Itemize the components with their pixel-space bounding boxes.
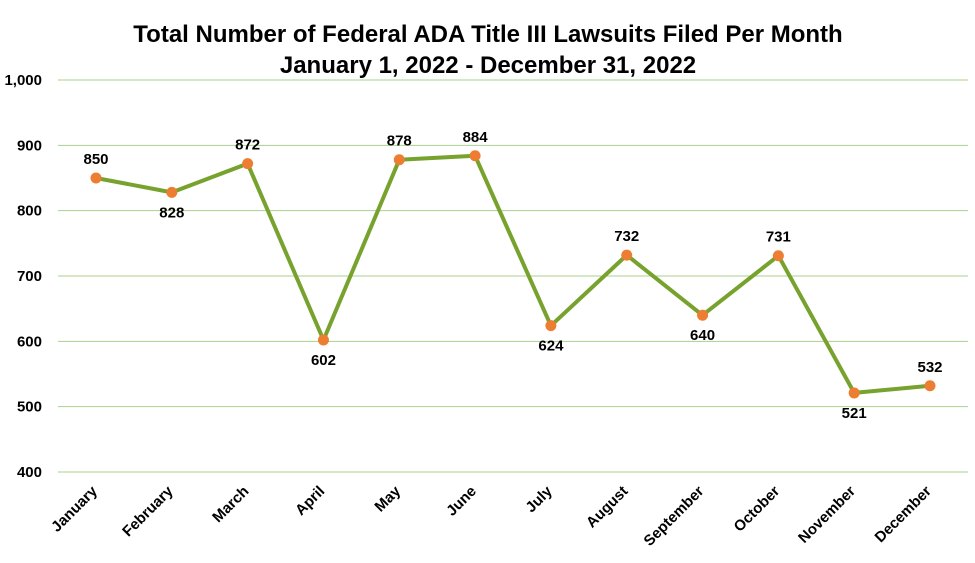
x-tick-label: March (209, 483, 252, 526)
data-label: 624 (538, 338, 564, 355)
x-tick-label: April (292, 483, 328, 519)
y-tick-label: 600 (17, 333, 42, 350)
data-label: 850 (83, 151, 108, 168)
y-tick-label: 700 (17, 268, 42, 285)
x-tick-label: July (522, 482, 556, 516)
x-tick-label: October (731, 483, 784, 536)
y-axis: 400 500 600 700 800 900 1,000 (4, 72, 42, 481)
data-label: 602 (311, 352, 336, 369)
x-tick-label: June (443, 483, 480, 520)
data-label: 732 (614, 228, 639, 245)
data-point (545, 320, 557, 332)
data-label: 828 (159, 204, 184, 221)
x-tick-label: February (119, 482, 177, 540)
y-tick-label: 800 (17, 203, 42, 220)
data-point (166, 186, 178, 198)
data-point (924, 380, 936, 392)
y-tick-label: 900 (17, 137, 42, 154)
data-label: 532 (917, 359, 942, 376)
data-point (697, 309, 709, 321)
x-tick-label: November (795, 483, 859, 547)
data-point (317, 334, 329, 346)
chart-title: Total Number of Federal ADA Title III La… (133, 21, 842, 48)
y-tick-label: 500 (17, 399, 42, 416)
chart-subtitle: January 1, 2022 - December 31, 2022 (280, 52, 696, 79)
x-tick-label: December (872, 483, 935, 546)
data-point (469, 150, 481, 162)
y-tick-label: 1,000 (4, 72, 42, 89)
data-label: 731 (766, 229, 791, 246)
data-label: 884 (463, 129, 489, 146)
x-tick-label: May (371, 482, 404, 515)
data-label: 872 (235, 137, 260, 154)
x-tick-label: September (641, 483, 708, 550)
y-tick-label: 400 (17, 464, 42, 481)
gridlines (58, 79, 968, 473)
x-tick-label: August (583, 483, 632, 532)
data-point (393, 154, 405, 166)
data-label: 521 (842, 405, 867, 422)
data-point (772, 250, 784, 262)
series-line (94, 153, 932, 395)
x-axis: January February March April May June July Augu… (48, 482, 935, 549)
data-label: 878 (387, 133, 412, 150)
series-line-path (94, 153, 932, 395)
x-tick-label: January (48, 482, 101, 535)
data-label: 640 (690, 327, 715, 344)
data-point (90, 172, 102, 184)
data-labels: 850 828 872 602 878 884 624 732 640 731 521 532 (83, 129, 942, 422)
data-point (621, 249, 633, 261)
data-point (242, 158, 254, 170)
data-points (90, 150, 936, 399)
data-point (848, 387, 860, 399)
